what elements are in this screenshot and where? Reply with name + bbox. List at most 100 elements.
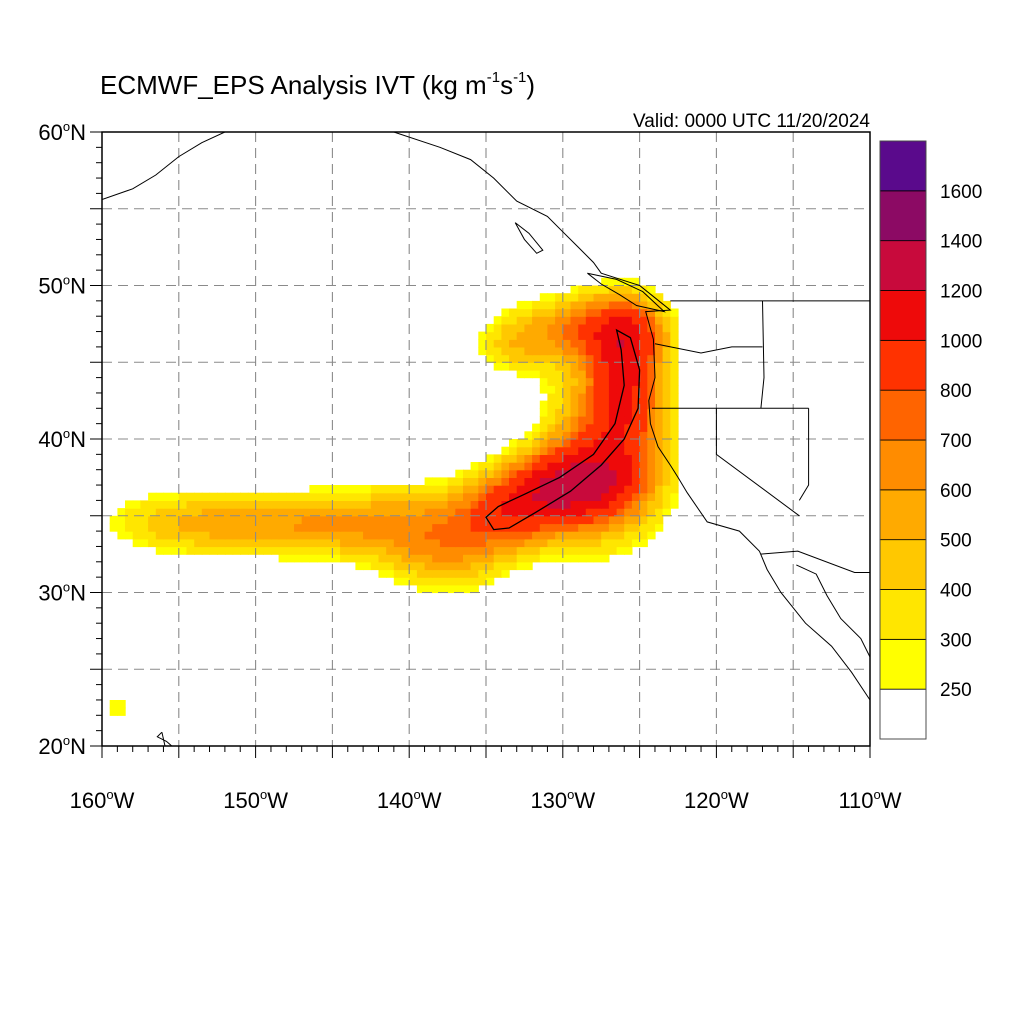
ivt-cell xyxy=(493,523,502,532)
ivt-cell xyxy=(232,523,241,532)
ivt-cell xyxy=(263,515,272,525)
ivt-cell xyxy=(578,362,587,371)
ivt-cell xyxy=(585,331,595,340)
ivt-cell xyxy=(524,316,533,325)
ivt-cell xyxy=(340,546,349,555)
ivt-cell xyxy=(363,500,372,509)
ivt-cell xyxy=(524,362,533,371)
ivt-cell xyxy=(532,369,541,379)
ivt-cell xyxy=(447,584,456,594)
ivt-cell xyxy=(232,515,241,525)
ivt-cell xyxy=(378,508,387,517)
ivt-cell xyxy=(647,500,656,509)
ivt-cell xyxy=(670,454,679,463)
ivt-cell xyxy=(501,331,510,340)
lon-hemisphere: W xyxy=(114,788,135,813)
ivt-cell xyxy=(570,462,579,471)
ivt-cell xyxy=(271,515,280,525)
ivt-cell xyxy=(593,362,602,371)
lat-tick-label: 40oN xyxy=(38,426,86,452)
ivt-cell xyxy=(662,354,671,363)
ivt-cell xyxy=(432,554,441,563)
ivt-cell xyxy=(317,500,326,509)
ivt-cell xyxy=(378,569,387,578)
ivt-cell xyxy=(562,446,572,455)
ivt-cell xyxy=(463,477,472,486)
ivt-cell xyxy=(324,500,333,509)
ivt-cell xyxy=(263,523,272,532)
ivt-cell xyxy=(532,346,541,356)
ivt-cell xyxy=(555,323,564,333)
ivt-cell xyxy=(585,293,595,302)
ivt-cell xyxy=(332,531,341,540)
ivt-cell xyxy=(317,515,326,525)
ivt-cell xyxy=(439,523,449,532)
ivt-cell xyxy=(117,707,126,716)
ivt-cell xyxy=(409,531,418,540)
ivt-cell xyxy=(601,354,610,363)
ivt-cell xyxy=(378,554,387,563)
ivt-cell xyxy=(631,308,641,317)
ivt-cell xyxy=(616,523,625,532)
ivt-cell xyxy=(562,331,572,340)
ivt-cell xyxy=(355,554,364,563)
ivt-cell xyxy=(547,300,556,310)
ivt-cell xyxy=(631,492,641,501)
ivt-cell xyxy=(547,316,556,325)
ivt-cell xyxy=(647,439,656,448)
ivt-cell xyxy=(294,554,303,563)
ivt-cell xyxy=(163,531,172,540)
lon-degree: 120 xyxy=(684,788,721,813)
ivt-cell xyxy=(278,523,287,532)
ivt-cell xyxy=(301,515,310,525)
ivt-cell xyxy=(439,492,449,501)
ivt-cell xyxy=(294,538,303,548)
ivt-cell xyxy=(509,316,518,325)
lat-tick-label: 30oN xyxy=(38,580,86,606)
ivt-cell xyxy=(524,331,533,340)
ivt-cell xyxy=(562,439,572,448)
ivt-cell xyxy=(601,331,610,340)
lon-hemisphere: W xyxy=(728,788,749,813)
ivt-cell xyxy=(509,561,518,571)
ivt-cell xyxy=(501,531,510,540)
ivt-cell xyxy=(393,523,403,532)
ivt-cell xyxy=(655,446,664,455)
ivt-cell xyxy=(155,546,165,555)
ivt-cell xyxy=(501,523,510,532)
ivt-cell xyxy=(439,577,449,586)
ivt-cell xyxy=(470,485,479,494)
ivt-cell xyxy=(240,515,249,525)
ivt-cell xyxy=(555,477,564,486)
ivt-cell xyxy=(585,538,595,548)
ivt-cell xyxy=(639,462,648,471)
ivt-cell xyxy=(486,339,495,348)
ivt-cell xyxy=(578,462,587,471)
ivt-cell xyxy=(286,515,295,525)
ivt-cell xyxy=(409,508,418,517)
ivt-cell xyxy=(524,339,533,348)
ivt-cell xyxy=(409,485,418,494)
ivt-cell xyxy=(501,469,510,478)
ivt-cell xyxy=(493,500,502,509)
ivt-cell xyxy=(370,492,380,501)
ivt-cell xyxy=(393,492,403,501)
ivt-cell xyxy=(393,538,403,548)
ivt-cell xyxy=(447,577,456,586)
ivt-cell xyxy=(516,469,525,478)
lat-degree: 40 xyxy=(38,427,62,452)
ivt-cell xyxy=(340,508,349,517)
ivt-cell xyxy=(416,515,426,525)
ivt-cell xyxy=(616,423,625,432)
ivt-cell xyxy=(601,454,610,463)
ivt-cell xyxy=(624,339,633,348)
ivt-cell xyxy=(501,485,510,494)
ivt-cell xyxy=(539,308,549,317)
ivt-cell xyxy=(539,477,549,486)
ivt-cell xyxy=(670,377,679,386)
ivt-cell xyxy=(401,538,410,548)
ivt-cell xyxy=(501,515,510,525)
ivt-cell xyxy=(386,508,395,517)
colorbar-box xyxy=(879,140,927,192)
ivt-cell xyxy=(478,577,487,586)
